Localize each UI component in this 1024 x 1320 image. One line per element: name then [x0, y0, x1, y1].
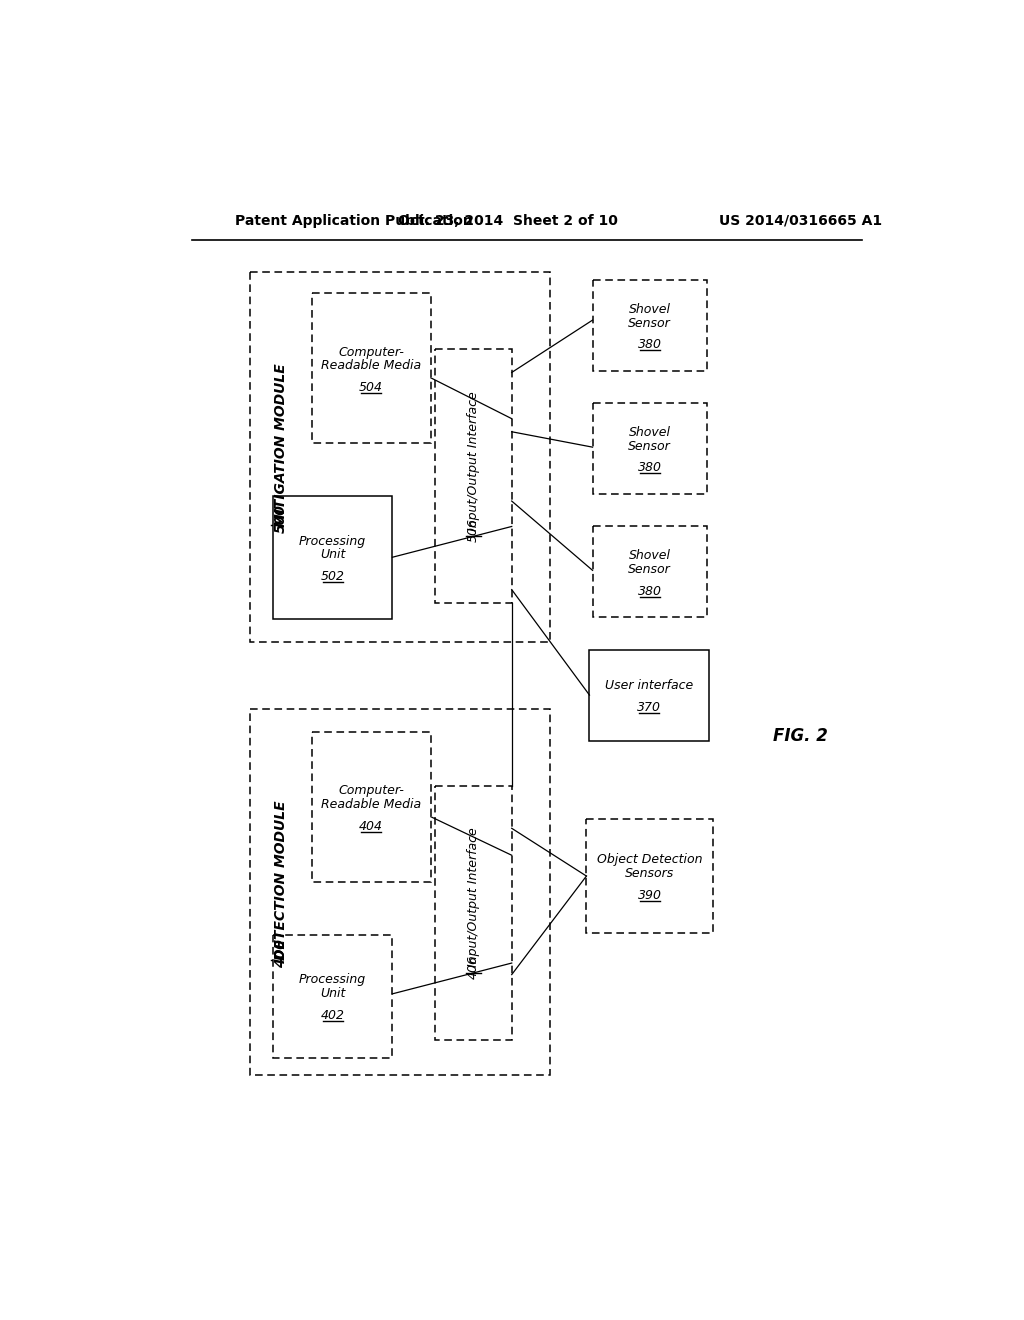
Text: 406: 406	[467, 954, 479, 979]
Text: Shovel: Shovel	[629, 549, 671, 562]
Text: 506: 506	[467, 519, 479, 543]
Bar	[435, 785, 512, 1040]
Text: Processing: Processing	[299, 535, 367, 548]
Text: Readable Media: Readable Media	[322, 359, 421, 372]
Text: MITIGATION MODULE: MITIGATION MODULE	[273, 364, 288, 528]
Text: Input/Output Interface: Input/Output Interface	[467, 828, 479, 968]
Bar	[593, 527, 707, 618]
Bar	[250, 272, 550, 642]
Bar	[311, 293, 431, 444]
Text: Processing: Processing	[299, 973, 367, 986]
Bar	[273, 935, 392, 1057]
Text: Sensor: Sensor	[628, 564, 671, 576]
Text: FIG. 2: FIG. 2	[773, 727, 827, 744]
Bar	[593, 280, 707, 371]
Text: Computer-: Computer-	[338, 346, 404, 359]
Bar	[587, 818, 714, 933]
Bar	[593, 404, 707, 494]
Text: 380: 380	[638, 338, 662, 351]
Bar	[590, 649, 709, 741]
Text: Unit: Unit	[319, 987, 345, 1001]
Text: Object Detection: Object Detection	[597, 853, 702, 866]
Bar	[250, 709, 550, 1074]
Bar	[435, 350, 512, 603]
Text: Unit: Unit	[319, 548, 345, 561]
Text: Sensor: Sensor	[628, 317, 671, 330]
Text: Patent Application Publication: Patent Application Publication	[234, 214, 472, 227]
Text: Shovel: Shovel	[629, 302, 671, 315]
Text: US 2014/0316665 A1: US 2014/0316665 A1	[719, 214, 882, 227]
Text: 380: 380	[638, 585, 662, 598]
Text: 380: 380	[638, 462, 662, 474]
Text: 502: 502	[321, 570, 345, 583]
Text: Sensor: Sensor	[628, 440, 671, 453]
Text: 500: 500	[273, 504, 288, 533]
Text: 390: 390	[638, 888, 662, 902]
Bar	[273, 496, 392, 619]
Text: Shovel: Shovel	[629, 426, 671, 440]
Text: Computer-: Computer-	[338, 784, 404, 797]
Text: 370: 370	[637, 701, 662, 714]
Text: 404: 404	[359, 820, 383, 833]
Text: Sensors: Sensors	[626, 867, 675, 880]
Text: 402: 402	[321, 1008, 345, 1022]
Text: Readable Media: Readable Media	[322, 799, 421, 812]
Text: Oct. 23, 2014  Sheet 2 of 10: Oct. 23, 2014 Sheet 2 of 10	[398, 214, 617, 227]
Text: User interface: User interface	[605, 680, 693, 693]
Bar	[311, 733, 431, 882]
Text: 400: 400	[273, 939, 288, 968]
Text: 504: 504	[359, 381, 383, 393]
Text: Input/Output Interface: Input/Output Interface	[467, 391, 479, 531]
Text: DETECTION MODULE: DETECTION MODULE	[273, 800, 288, 960]
